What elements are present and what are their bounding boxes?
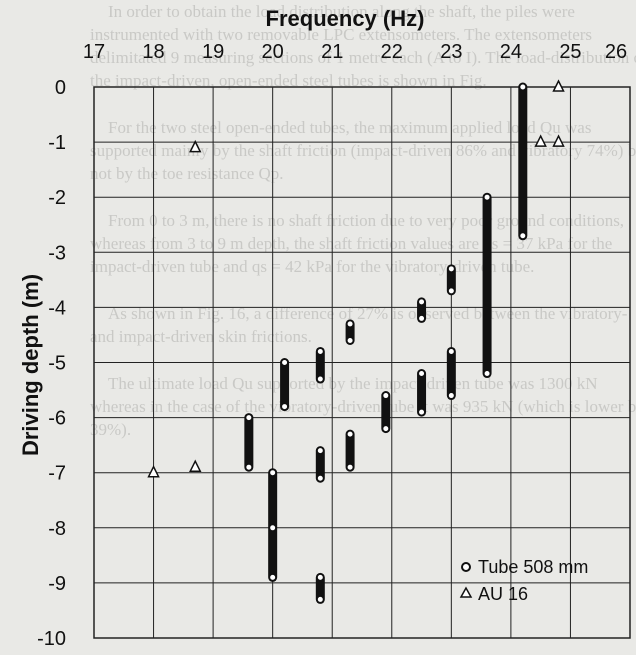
au16-point — [534, 134, 547, 147]
tube-508-point — [268, 523, 277, 532]
y-tick-label: -2 — [48, 187, 66, 209]
x-tick-label: 24 — [500, 41, 522, 63]
x-tick-label: 26 — [605, 41, 627, 63]
tube-508-point — [280, 358, 289, 367]
tube-508-point — [447, 347, 456, 356]
y-tick-label: -1 — [48, 132, 66, 154]
x-tick-label: 17 — [83, 41, 105, 63]
grid — [93, 86, 631, 639]
y-tick-label: -6 — [48, 408, 66, 430]
x-tick-label: 25 — [559, 41, 581, 63]
x-axis-title: Frequency (Hz) — [266, 6, 425, 31]
tube-508-point — [417, 369, 426, 378]
legend-au16-marker — [459, 586, 473, 598]
tube-508-point — [447, 391, 456, 400]
tube-508-point — [316, 573, 325, 582]
au16-point — [147, 465, 160, 478]
y-tick-label: -8 — [48, 518, 66, 540]
au16-point — [189, 139, 202, 153]
y-tick-label: -9 — [48, 573, 66, 595]
y-tick-label: -10 — [37, 628, 66, 650]
tube-508-point — [518, 231, 527, 240]
x-tick-label: 18 — [142, 41, 164, 63]
tube-508-point — [417, 408, 426, 416]
tube-508-point — [346, 336, 354, 345]
tube-508-point — [316, 446, 325, 455]
tube-508-point — [244, 463, 253, 472]
y-tick-label: -5 — [48, 353, 66, 375]
tube-508-point — [447, 264, 456, 273]
x-tick-label: 21 — [321, 41, 343, 63]
tube-508-point — [417, 314, 426, 323]
tube-508-point — [417, 297, 426, 306]
data-points — [147, 79, 565, 604]
au16-point — [189, 459, 202, 472]
tube-508-point — [346, 463, 354, 472]
tube-508-point — [483, 369, 491, 378]
au16-point — [552, 134, 565, 147]
y-axis-title: Driving depth (m) — [18, 274, 43, 456]
tube-508-point — [244, 413, 253, 422]
tube-508-point — [483, 193, 491, 202]
tube-508-point — [316, 474, 325, 483]
y-tick-label: -4 — [48, 297, 66, 319]
legend-au16-label: AU 16 — [478, 584, 528, 604]
legend-tube-marker — [461, 562, 471, 572]
tube-508-point — [381, 424, 390, 433]
tube-508-point — [268, 573, 277, 582]
y-tick-labels: 0 -1 -2 -3 -4 -5 -6 -7 -8 -9 -10 — [37, 77, 66, 650]
tube-508-point — [316, 347, 325, 356]
tube-508-point — [518, 83, 527, 91]
x-tick-label: 19 — [202, 41, 224, 63]
y-tick-label: 0 — [55, 77, 66, 99]
x-tick-label: 23 — [440, 41, 462, 63]
x-tick-labels: 17 18 19 20 21 22 23 24 25 26 — [83, 41, 627, 63]
tube-508-point — [381, 391, 390, 400]
tube-508-point — [316, 595, 325, 604]
y-tick-label: -3 — [48, 242, 66, 264]
legend: Tube 508 mm AU 16 — [459, 557, 588, 604]
tube-508-point — [316, 375, 325, 383]
au16-point — [552, 79, 565, 92]
y-tick-label: -7 — [48, 463, 66, 485]
tube-508-point — [447, 286, 456, 295]
x-tick-label: 20 — [262, 41, 284, 63]
tube-508-point — [346, 430, 354, 439]
tube-508-point — [280, 402, 289, 411]
tube-508-point — [268, 468, 277, 477]
legend-tube-label: Tube 508 mm — [478, 557, 588, 577]
tube-508-point — [346, 320, 354, 328]
x-tick-label: 22 — [381, 41, 403, 63]
depth-range-bars — [244, 82, 528, 604]
